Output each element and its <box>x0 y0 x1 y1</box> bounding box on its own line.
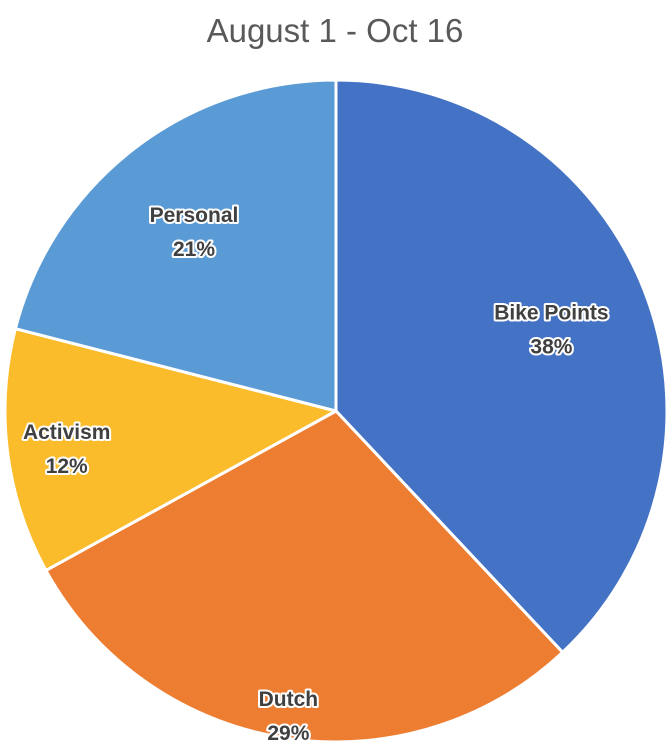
slice-label-name: Dutch <box>259 688 319 711</box>
slice-label-name: Personal <box>150 204 239 227</box>
slice-label-percent: 38% <box>530 336 572 359</box>
pie-slice-activism <box>3 327 338 572</box>
pie-labels: Bike Points 38% Dutch 29% Activism 12% Persona… <box>21 202 611 747</box>
pie-slices <box>3 78 669 744</box>
pie-slice-bike-points <box>334 78 669 654</box>
slice-label-percent: 12% <box>46 455 88 478</box>
slice-label-name: Bike Points <box>494 302 608 325</box>
pie-slice-dutch <box>44 409 565 744</box>
slice-label-percent: 29% <box>267 722 309 745</box>
slice-label-name: Activism <box>23 421 111 444</box>
slice-label-percent: 21% <box>173 238 215 261</box>
chart-title: August 1 - Oct 16 <box>206 12 464 49</box>
pie-slice-personal <box>13 78 338 413</box>
